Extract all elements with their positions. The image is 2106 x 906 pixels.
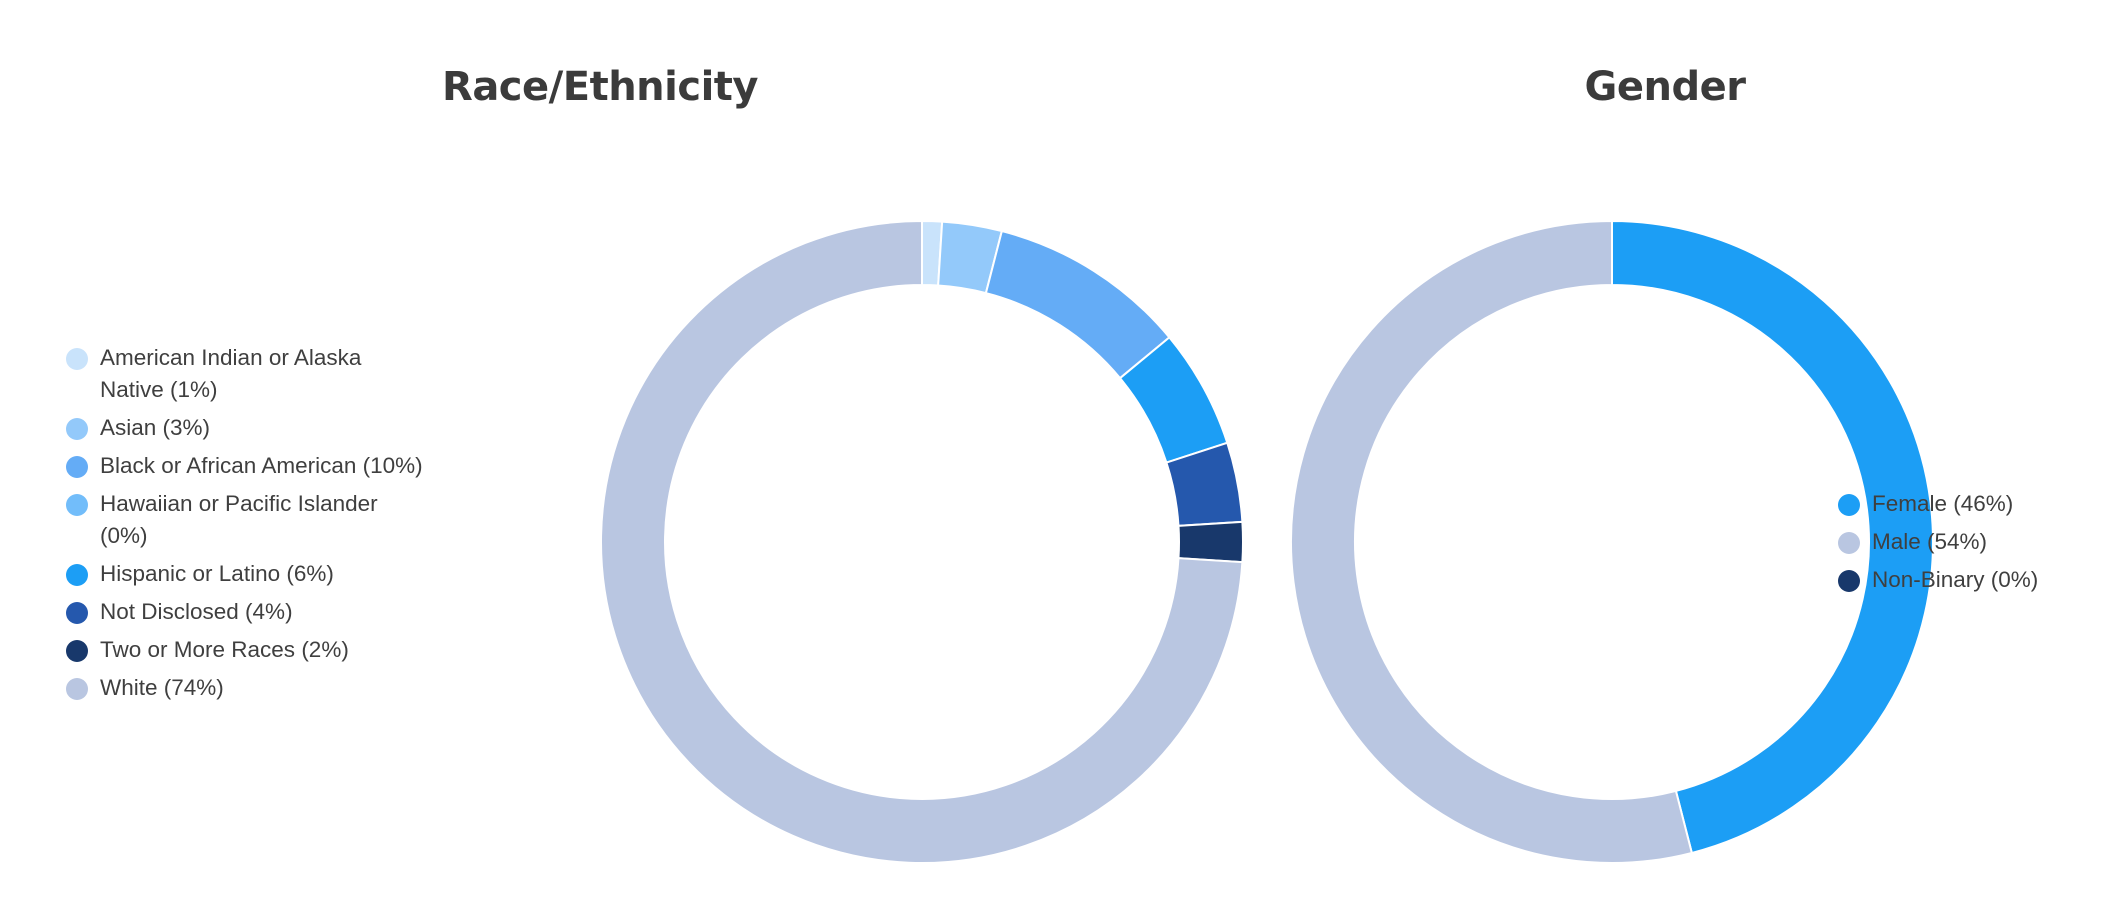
legend-swatch bbox=[66, 418, 88, 440]
legend-swatch bbox=[1838, 570, 1860, 592]
legend-item-hawaiian-or-pacific-islander[interactable]: Hawaiian or Pacific Islander (0%) bbox=[66, 488, 426, 552]
legend-label: Non-Binary (0%) bbox=[1872, 567, 2039, 592]
legend-swatch bbox=[66, 602, 88, 624]
race-slice-black-or-african-american[interactable] bbox=[984, 229, 1171, 380]
legend-label: Two or More Races (2%) bbox=[100, 637, 349, 662]
legend-swatch bbox=[66, 678, 88, 700]
legend-label: Hawaiian or Pacific Islander (0%) bbox=[100, 491, 378, 548]
legend-item-not-disclosed[interactable]: Not Disclosed (4%) bbox=[66, 596, 426, 628]
race-slice-two-or-more-races[interactable] bbox=[1177, 520, 1245, 564]
legend-label: White (74%) bbox=[100, 675, 224, 700]
legend-item-white[interactable]: White (74%) bbox=[66, 672, 426, 704]
legend-label: Not Disclosed (4%) bbox=[100, 599, 293, 624]
legend-item-non-binary[interactable]: Non-Binary (0%) bbox=[1838, 564, 2098, 596]
legend-item-asian[interactable]: Asian (3%) bbox=[66, 412, 426, 444]
legend-label: Male (54%) bbox=[1872, 529, 1988, 554]
legend-swatch bbox=[66, 456, 88, 478]
legend-swatch bbox=[66, 640, 88, 662]
legend-swatch bbox=[66, 564, 88, 586]
race-ethnicity-title: Race/Ethnicity bbox=[442, 64, 758, 110]
gender-slice-female[interactable] bbox=[1611, 219, 1934, 855]
legend-label: Hispanic or Latino (6%) bbox=[100, 561, 334, 586]
legend-item-male[interactable]: Male (54%) bbox=[1838, 526, 2098, 558]
legend-item-hispanic-or-latino[interactable]: Hispanic or Latino (6%) bbox=[66, 558, 426, 590]
legend-item-two-or-more-races[interactable]: Two or More Races (2%) bbox=[66, 634, 426, 666]
gender-legend: Female (46%) Male (54%) Non-Binary (0%) bbox=[1838, 488, 2098, 602]
race-ethnicity-legend: American Indian or Alaska Native (1%) Asi… bbox=[66, 342, 426, 710]
legend-swatch bbox=[1838, 532, 1860, 554]
gender-title: Gender bbox=[1584, 64, 1746, 110]
legend-label: Asian (3%) bbox=[100, 415, 211, 440]
legend-label: American Indian or Alaska Native (1%) bbox=[100, 345, 362, 402]
legend-swatch bbox=[66, 494, 88, 516]
race-slice-white[interactable] bbox=[600, 219, 1244, 864]
legend-label: Female (46%) bbox=[1872, 491, 2014, 516]
legend-item-female[interactable]: Female (46%) bbox=[1838, 488, 2098, 520]
legend-swatch bbox=[66, 348, 88, 370]
legend-item-american-indian-or-alaska-native[interactable]: American Indian or Alaska Native (1%) bbox=[66, 342, 426, 406]
legend-item-black-or-african-american[interactable]: Black or African American (10%) bbox=[66, 450, 426, 482]
legend-label: Black or African American (10%) bbox=[100, 453, 423, 478]
legend-swatch bbox=[1838, 494, 1860, 516]
gender-slice-male[interactable] bbox=[1290, 219, 1694, 864]
